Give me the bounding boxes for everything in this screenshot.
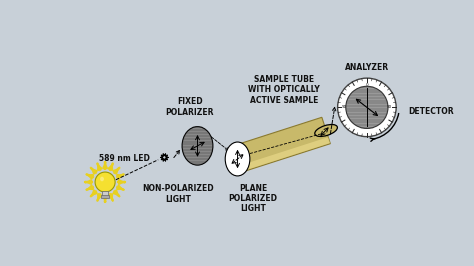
FancyBboxPatch shape [102,191,108,196]
Ellipse shape [315,124,337,136]
Text: 90: 90 [387,105,392,109]
Text: 0: 0 [365,83,368,87]
Text: SAMPLE TUBE
WITH OPTICALLY
ACTIVE SAMPLE: SAMPLE TUBE WITH OPTICALLY ACTIVE SAMPLE [248,75,319,105]
Ellipse shape [100,177,104,181]
Text: DETECTOR: DETECTOR [409,107,454,116]
Text: PLANE
POLARIZED
LIGHT: PLANE POLARIZED LIGHT [228,184,277,213]
Text: 90: 90 [342,105,347,109]
Polygon shape [240,137,330,172]
Ellipse shape [226,153,249,165]
FancyBboxPatch shape [101,195,109,198]
Circle shape [337,78,396,137]
Text: 589 nm LED: 589 nm LED [99,155,150,164]
Circle shape [95,172,115,192]
Text: FIXED
POLARIZER: FIXED POLARIZER [165,97,214,117]
Ellipse shape [182,127,213,165]
Ellipse shape [225,142,250,176]
Polygon shape [233,117,330,172]
Text: ANALYZER: ANALYZER [345,63,389,72]
Text: NON-POLARIZED
LIGHT: NON-POLARIZED LIGHT [142,184,214,204]
Circle shape [346,86,388,128]
